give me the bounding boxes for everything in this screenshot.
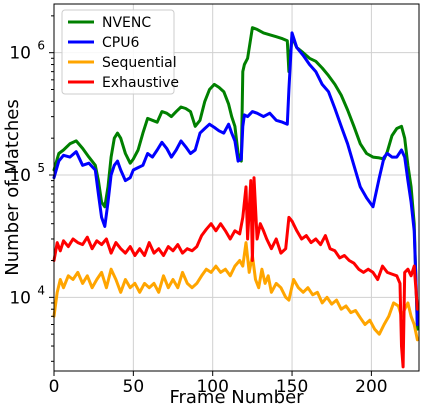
y-tick-exponent: 6 bbox=[37, 39, 45, 53]
x-axis-label: Frame Number bbox=[169, 387, 304, 408]
legend-label: Exhaustive bbox=[102, 75, 179, 91]
legend-label: NVENC bbox=[102, 15, 151, 31]
legend-label: CPU6 bbox=[102, 35, 139, 51]
series-line-sequential bbox=[52, 241, 419, 342]
y-axis-label: Number of Matches bbox=[2, 99, 23, 275]
y-tick-label: 10 bbox=[9, 288, 31, 308]
axis-ticks: 0 50 100 150 200 10 4 10 5 10 6 bbox=[9, 15, 388, 397]
legend: NVENC CPU6 Sequential Exhaustive bbox=[61, 9, 179, 95]
x-tick-label: 0 bbox=[49, 377, 60, 397]
legend-box bbox=[61, 9, 175, 95]
x-tick-label: 100 bbox=[196, 377, 228, 397]
y-tick-label: 10 bbox=[9, 166, 31, 186]
x-tick-label: 200 bbox=[355, 377, 387, 397]
y-tick-exponent: 4 bbox=[37, 283, 45, 297]
series-line-cpu6 bbox=[52, 31, 419, 326]
series-lines bbox=[52, 26, 419, 369]
y-tick-label: 10 bbox=[9, 44, 31, 64]
plot-frame bbox=[53, 3, 420, 372]
x-tick-label: 150 bbox=[276, 377, 308, 397]
x-tick-label: 50 bbox=[123, 377, 145, 397]
legend-label: Sequential bbox=[102, 55, 177, 71]
series-line-nvenc bbox=[52, 26, 419, 331]
series-line-exhaustive bbox=[52, 176, 419, 369]
y-tick-exponent: 5 bbox=[37, 161, 45, 175]
